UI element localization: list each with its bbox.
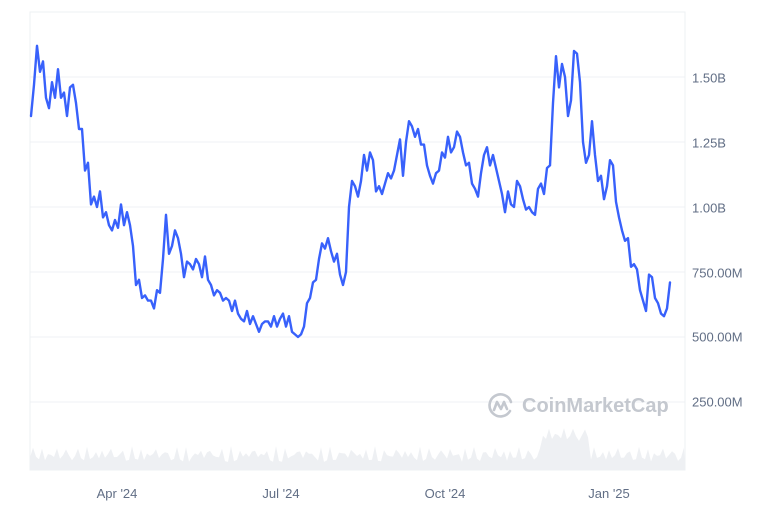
y-tick-label: 1.00B bbox=[692, 200, 726, 216]
y-tick-label: 1.50B bbox=[692, 70, 726, 86]
gridlines bbox=[30, 76, 685, 403]
watermark-text: CoinMarketCap bbox=[522, 394, 669, 417]
y-tick-label: 500.00M bbox=[692, 329, 743, 345]
x-tick-label: Oct '24 bbox=[424, 486, 466, 501]
watermark: CoinMarketCap bbox=[486, 391, 669, 421]
x-tick-label: Apr '24 bbox=[96, 486, 138, 501]
coinmarketcap-logo-icon bbox=[488, 393, 513, 418]
price-line[interactable] bbox=[29, 44, 672, 339]
y-tick-label: 750.00M bbox=[692, 265, 743, 281]
x-tick-label: Jan '25 bbox=[588, 486, 630, 501]
x-tick-label: Jul '24 bbox=[262, 486, 300, 501]
y-tick-label: 250.00M bbox=[692, 394, 743, 410]
volume-area bbox=[30, 428, 685, 470]
y-tick-label: 1.25B bbox=[692, 135, 726, 151]
